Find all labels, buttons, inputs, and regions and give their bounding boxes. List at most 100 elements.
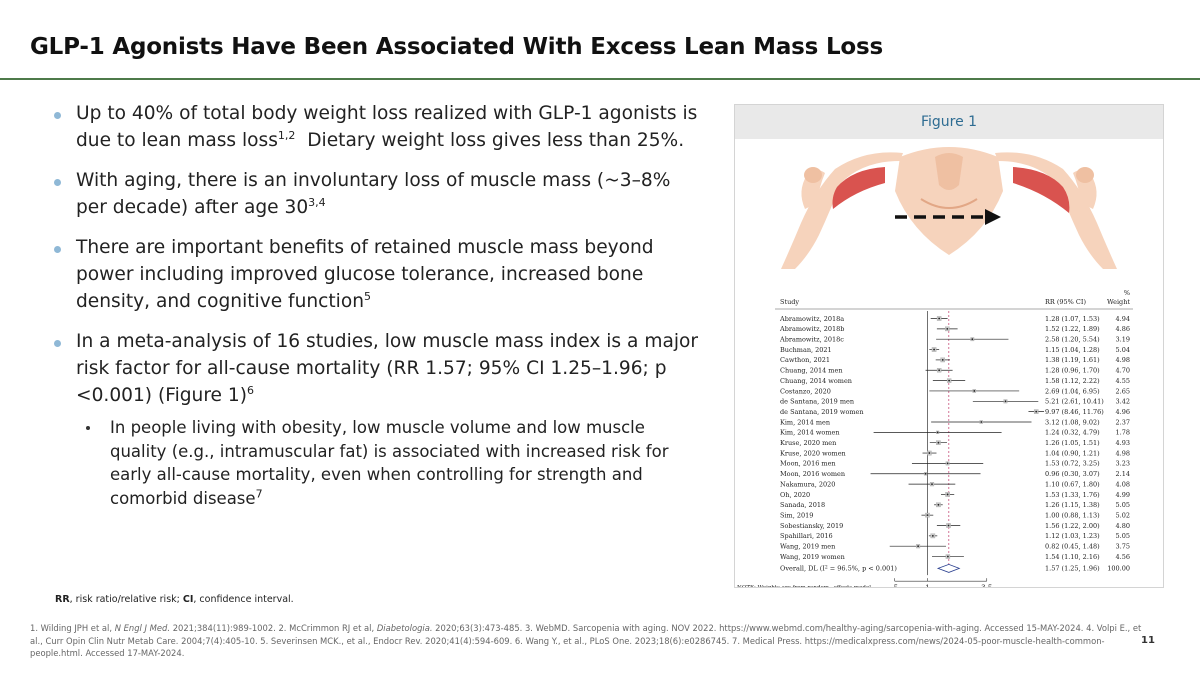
page-number: 11 [1141,635,1155,646]
study-rr-ci: 1.53 (1.33, 1.76) [1045,491,1100,499]
study-weight: 4.99 [1116,491,1130,499]
study-rr-ci: 1.56 (1.22, 2.00) [1045,522,1100,530]
study-rr-ci: 1.52 (1.22, 1.89) [1045,325,1100,333]
right-fist [1076,167,1094,183]
study-point-estimate [973,390,976,392]
bullet-citation: 3,4 [308,195,326,209]
sub-bullet-list: In people living with obesity, low muscl… [76,416,702,510]
study-label: Chuang, 2014 men [780,367,843,375]
header-study: Study [780,298,799,306]
study-label: Buchman, 2021 [780,346,832,354]
study-label: Kruse, 2020 women [780,449,846,457]
sub-bullet-text: In people living with obesity, low muscl… [110,418,669,508]
study-point-estimate [1004,400,1007,403]
study-point-estimate [924,472,927,475]
study-rr-ci: 9.97 (8.46, 11.76) [1045,408,1104,416]
forest-plot: % Study RR (95% CI) Weight Abramowitz, 2018a… [737,289,1133,587]
study-point-estimate [946,493,949,496]
study-rr-ci: 1.00 (0.88, 1.13) [1045,511,1100,519]
study-point-estimate [1035,410,1038,413]
study-rr-ci: 1.24 (0.32, 4.79) [1045,429,1100,437]
study-weight: 5.02 [1116,511,1130,519]
study-point-estimate [917,545,920,548]
study-rr-ci: 1.26 (1.05, 1.51) [1045,439,1100,447]
study-rr-ci: 1.54 (1.10, 2.16) [1045,553,1100,561]
study-weight: 4.98 [1116,356,1130,364]
bullet-item: There are important benefits of retained… [52,234,702,315]
study-rr-ci: 0.82 (0.45, 1.48) [1045,543,1100,551]
study-label: Sanada, 2018 [780,501,825,509]
study-rr-ci: 0.96 (0.30, 3.07) [1045,470,1100,478]
study-point-estimate [946,327,949,330]
ref-text: 2020;63(3):473-485. 3. WebMD. Sarcopenia… [30,623,1142,658]
left-fist [804,167,822,183]
bullet-text: In a meta-analysis of 16 studies, low mu… [76,331,699,406]
overall-label: Overall, DL (I2 = 96.5%, p < 0.001) [780,565,897,573]
header-percent: % [1124,289,1130,297]
forest-note: NOTE: Weights are from random−effects mo… [737,585,871,587]
study-label: Sim, 2019 [780,511,813,519]
abbr-rr: RR [55,594,70,605]
overall-diamond [936,563,961,573]
study-point-estimate [937,503,940,506]
sub-bullet-citation: 7 [255,487,263,500]
study-label: Nakamura, 2020 [780,480,835,488]
study-weight: 3.75 [1116,543,1130,551]
bullet-text: With aging, there is an involuntary loss… [76,170,671,218]
study-weight: 5.05 [1116,532,1130,540]
study-label: Oh, 2020 [780,491,810,499]
study-weight: 2.37 [1116,418,1130,426]
study-rr-ci: 2.58 (1.20, 5.54) [1045,336,1100,344]
bullet-item: With aging, there is an involuntary loss… [52,167,702,221]
study-weight: 4.70 [1116,367,1130,375]
study-point-estimate [971,338,974,341]
study-point-estimate [947,524,950,527]
abbreviations-note: RR, risk ratio/relative risk; CI, confid… [55,594,294,605]
study-weight: 3.42 [1116,398,1130,406]
study-label: Costanzo, 2020 [780,387,831,395]
study-weight: 4.93 [1116,439,1130,447]
study-point-estimate [938,369,941,372]
study-label: Moon, 2016 men [780,460,836,468]
study-label: Sobestiansky, 2019 [780,522,843,530]
sub-bullet-dot-icon [86,426,90,430]
bullet-item: In a meta-analysis of 16 studies, low mu… [52,328,702,510]
bullet-dot-icon [54,179,61,186]
left-bicep-muscle [832,167,885,209]
study-rr-ci: 1.28 (1.07, 1.53) [1045,315,1100,323]
bullet-dot-icon [54,246,61,253]
x-axis-tick-label: .5 [891,584,898,587]
overall-rr-ci: 1.57 (1.25, 1.96) [1045,565,1100,573]
study-weight: 5.05 [1116,501,1130,509]
study-point-estimate [947,555,949,558]
study-rr-ci: 2.69 (1.04, 6.95) [1045,387,1100,395]
figure-title: Figure 1 [920,114,978,130]
study-label: Abramowitz, 2018a [779,315,844,323]
slide-title: GLP-1 Agonists Have Been Associated With… [30,34,883,60]
study-label: Wang, 2019 men [780,543,835,551]
bullet-text: Up to 40% of total body weight loss real… [76,103,698,151]
bullet-list: Up to 40% of total body weight loss real… [52,100,702,523]
abbr-ci-definition: , confidence interval. [193,594,294,605]
study-weight: 2.65 [1116,387,1130,395]
left-arm-shape [781,152,903,269]
study-point-estimate [980,421,983,423]
study-rr-ci: 1.28 (0.96, 1.70) [1045,367,1100,375]
overall-weight: 100.00 [1107,565,1130,573]
bullet-dot-icon [54,340,61,347]
study-weight: 3.23 [1116,460,1130,468]
study-weight: 4.98 [1116,449,1130,457]
study-point-estimate [948,379,951,382]
bullet-citation: 5 [364,289,372,303]
sub-bullet-item: In people living with obesity, low muscl… [76,416,702,510]
header-weight: Weight [1107,298,1130,306]
ref-text: 1. Wilding JPH et al, [30,623,115,633]
study-weight: 4.96 [1116,408,1130,416]
study-point-estimate [931,534,934,537]
study-label: de Santana, 2019 men [780,398,854,406]
figure-header: Figure 1 [735,105,1163,139]
study-label: Kruse, 2020 men [780,439,836,447]
right-arm-shape [995,152,1117,269]
study-rr-ci: 5.21 (2.61, 10.41) [1045,398,1104,406]
study-rr-ci: 1.53 (0.72, 3.25) [1045,460,1100,468]
